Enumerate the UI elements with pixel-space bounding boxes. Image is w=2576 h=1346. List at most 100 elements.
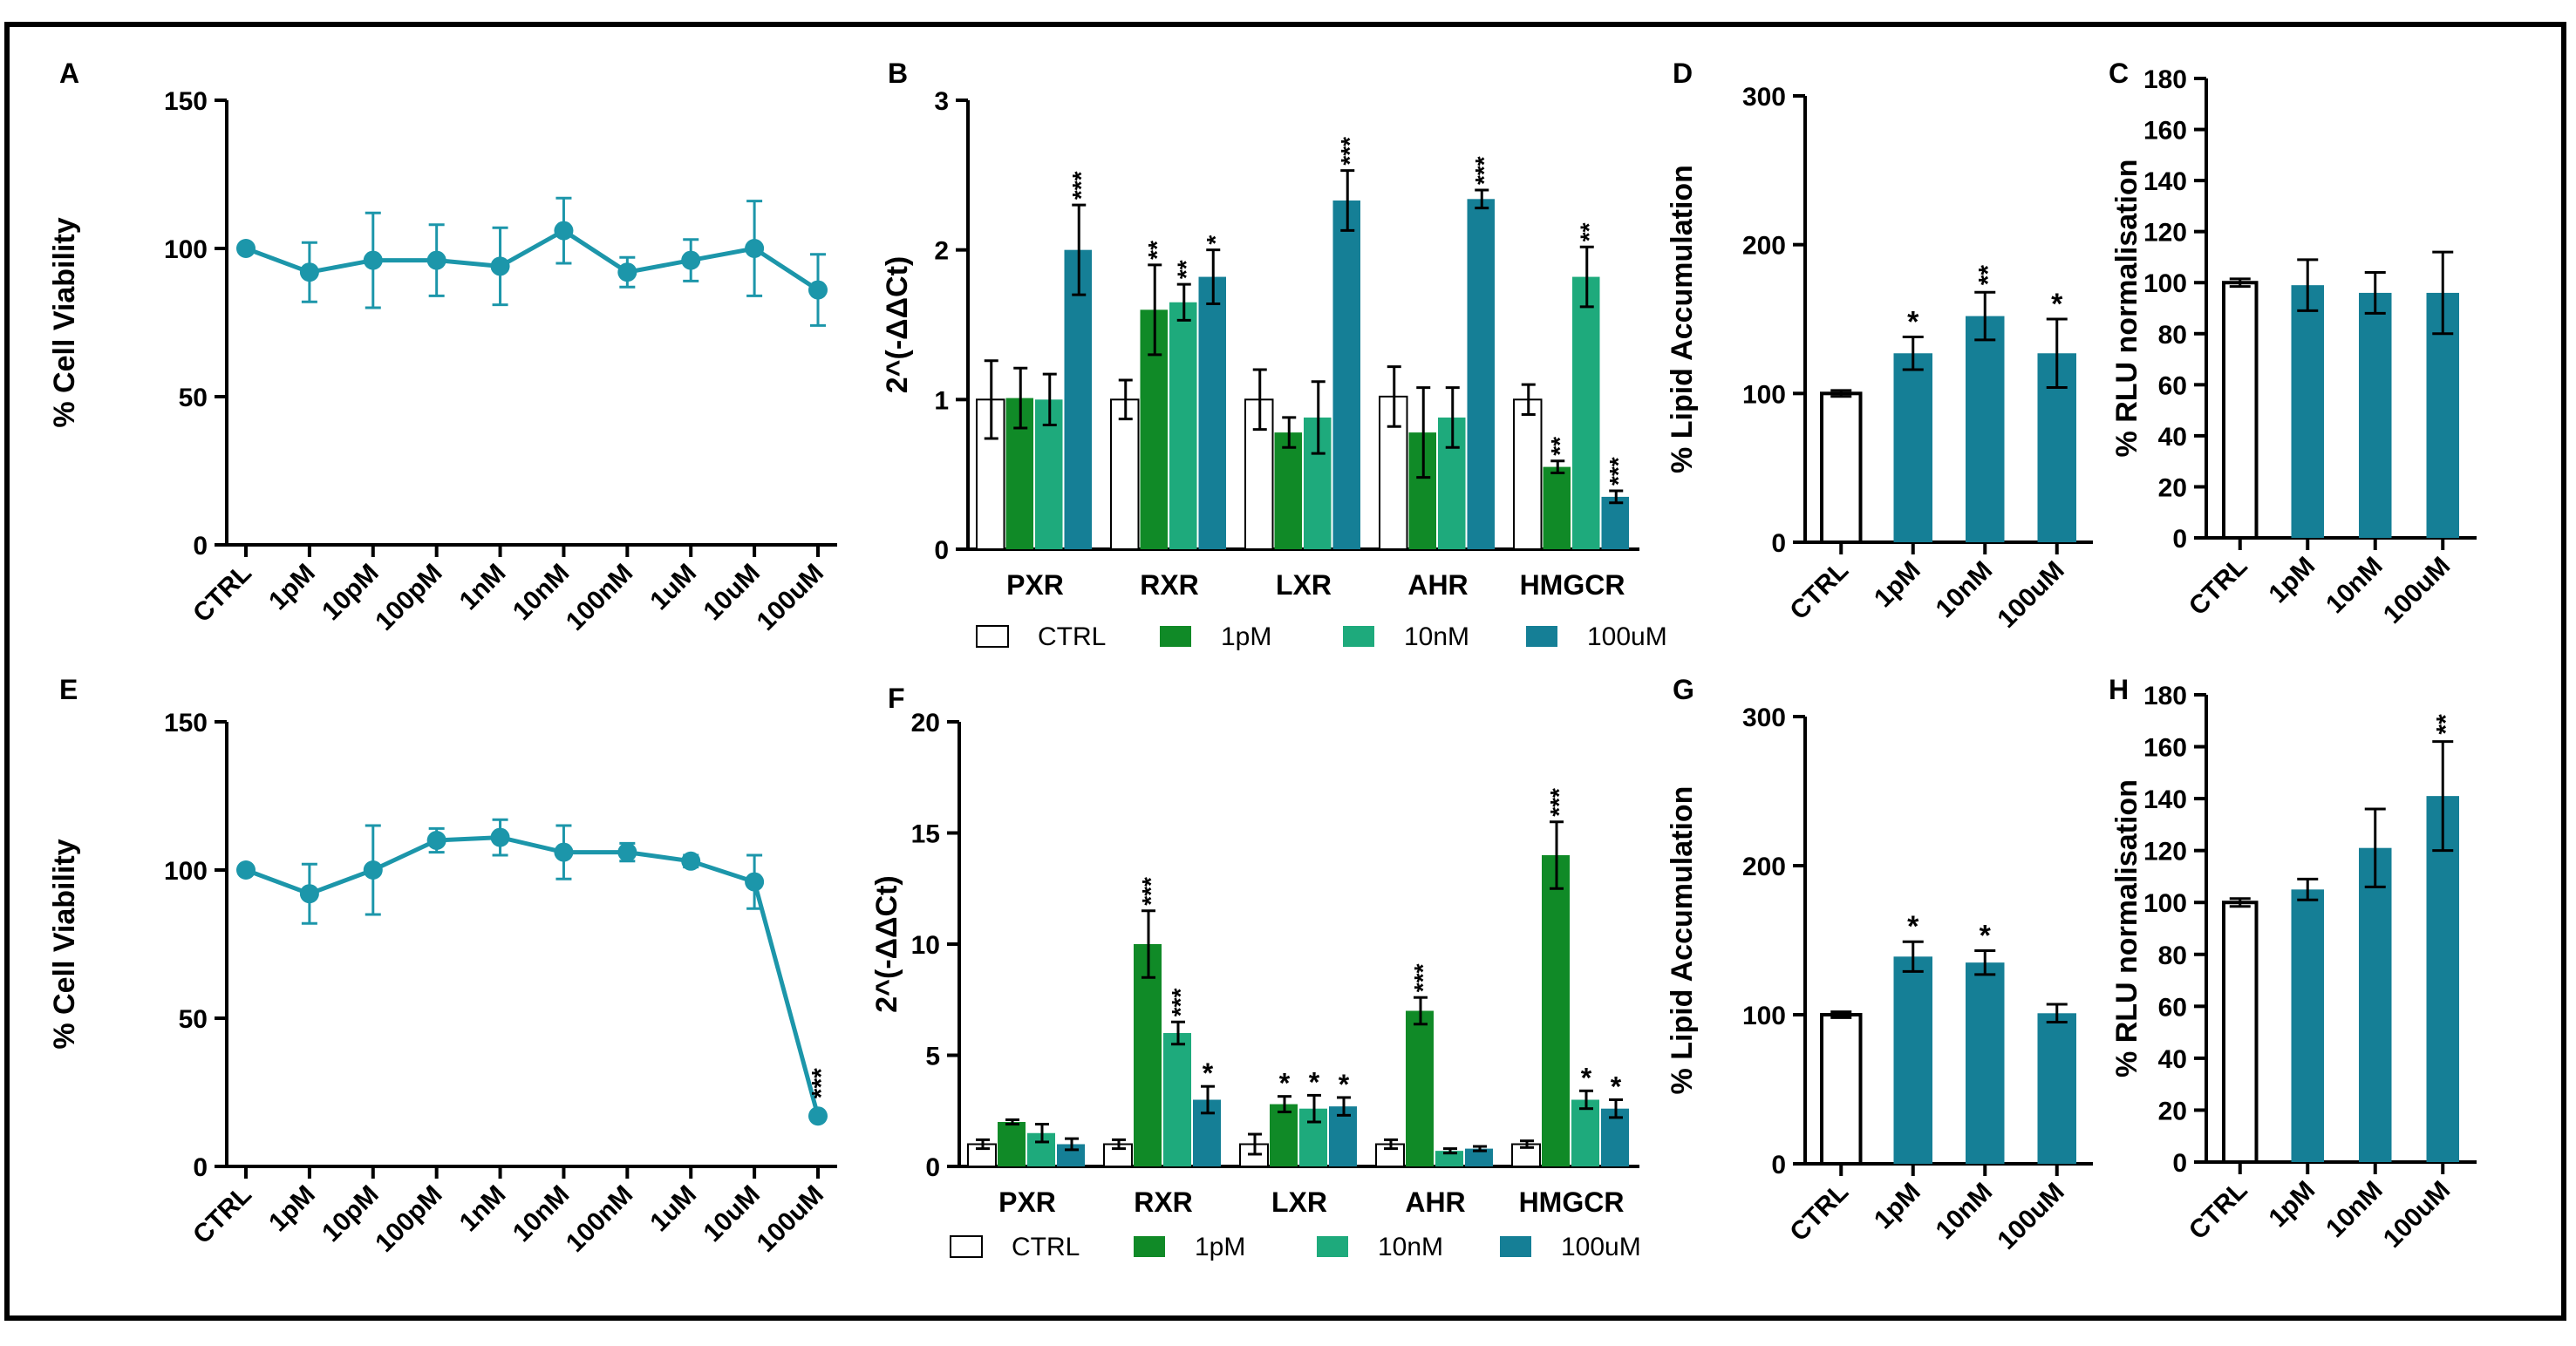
significance-stars: *** bbox=[1167, 988, 1194, 1016]
y-axis-title: % Lipid Accumulation bbox=[1666, 165, 1699, 473]
x-tick-label: AHR bbox=[1405, 1186, 1465, 1218]
data-point bbox=[808, 1106, 828, 1126]
legend-label: CTRL bbox=[1038, 622, 1106, 651]
bar bbox=[1893, 353, 1932, 542]
legends: CTRL 1pM 10nM 100uM CTRL 1pM 10nM 100uM bbox=[950, 622, 1667, 1261]
bar bbox=[1966, 962, 2005, 1164]
x-tick-label: 1uM bbox=[644, 1180, 702, 1238]
significance-stars: * bbox=[1339, 1069, 1350, 1100]
x-tick-label: 100uM bbox=[1992, 556, 2069, 634]
x-tick-label: 100uM bbox=[1992, 1178, 2069, 1255]
legend-swatch bbox=[1500, 1236, 1531, 1257]
bar bbox=[1435, 1151, 1463, 1166]
x-tick-label: LXR bbox=[1271, 1186, 1327, 1218]
data-point bbox=[426, 831, 446, 850]
y-tick-label: 200 bbox=[1742, 232, 1786, 261]
bar bbox=[1465, 1148, 1493, 1166]
legend-swatch bbox=[976, 625, 1009, 648]
significance-stars: ** bbox=[2432, 714, 2461, 735]
x-tick-label: CTRL bbox=[187, 559, 257, 629]
y-axis-title: 2^(-ΔΔCt) bbox=[881, 256, 914, 393]
x-tick-label: 100pM bbox=[370, 1180, 447, 1258]
y-tick-label: 80 bbox=[2158, 321, 2187, 350]
x-tick-label: 100uM bbox=[752, 1180, 829, 1258]
y-tick-label: 100 bbox=[1742, 380, 1786, 409]
y-tick-label: 0 bbox=[2172, 1149, 2187, 1178]
x-tick-label: PXR bbox=[1006, 569, 1064, 601]
significance-stars: *** bbox=[1067, 171, 1094, 200]
significance-stars: ** bbox=[1143, 241, 1170, 260]
significance-stars: ** bbox=[1576, 222, 1603, 241]
legend-label: 100uM bbox=[1561, 1233, 1641, 1261]
legend-swatch bbox=[1343, 626, 1374, 647]
x-tick-label: 100nM bbox=[561, 559, 638, 636]
data-point bbox=[808, 280, 828, 300]
significance-stars: * bbox=[2051, 288, 2063, 321]
y-tick-label: 100 bbox=[2143, 269, 2187, 298]
legend-swatch bbox=[1317, 1236, 1348, 1257]
y-tick-label: 300 bbox=[1742, 83, 1786, 112]
y-tick-label: 20 bbox=[2158, 473, 2187, 502]
series-line bbox=[245, 835, 821, 1117]
panel-c: 0 20 40 60 80 100 120 140 160 180 % RLU normalisat… bbox=[2109, 58, 2477, 629]
y-axis-title: % Cell Viability bbox=[48, 217, 81, 427]
significance-stars: * bbox=[1611, 1071, 1622, 1103]
y-tick-label: 20 bbox=[2158, 1097, 2187, 1125]
x-tick-label: HMGCR bbox=[1519, 1186, 1625, 1218]
y-tick-label: 150 bbox=[164, 709, 208, 738]
panel-letter: E bbox=[59, 674, 78, 705]
data-point bbox=[299, 884, 319, 904]
panel-letter: B bbox=[888, 58, 908, 89]
legend-swatch bbox=[1134, 1236, 1165, 1257]
y-tick-label: 160 bbox=[2143, 734, 2187, 763]
bar bbox=[2291, 889, 2324, 1162]
y-tick-label: 140 bbox=[2143, 785, 2187, 814]
panel-letter: H bbox=[2109, 674, 2129, 705]
y-axis-title: % RLU normalisation bbox=[2110, 779, 2143, 1077]
significance-stars: ** bbox=[1173, 260, 1200, 279]
panel-letter: D bbox=[1673, 58, 1693, 89]
y-tick-label: 150 bbox=[164, 87, 208, 116]
bar bbox=[998, 1122, 1026, 1166]
bar bbox=[1406, 1010, 1434, 1166]
significance-stars: * bbox=[1309, 1066, 1320, 1098]
data-point bbox=[681, 250, 701, 270]
y-tick-label: 180 bbox=[2143, 682, 2187, 710]
bar bbox=[2426, 796, 2459, 1162]
data-point bbox=[554, 842, 574, 862]
legend-label: 1pM bbox=[1195, 1233, 1245, 1261]
bar bbox=[1064, 249, 1092, 549]
y-axis-title: % Lipid Accumulation bbox=[1666, 786, 1699, 1095]
y-tick-label: 0 bbox=[2172, 525, 2187, 554]
bar bbox=[1270, 1104, 1298, 1166]
bar bbox=[1966, 316, 2005, 542]
y-tick-label: 140 bbox=[2143, 167, 2187, 196]
significance-stars: *** bbox=[1545, 788, 1572, 817]
x-tick-label: 1pM bbox=[1869, 556, 1926, 614]
panel-h: 0 20 40 60 80 100 120 140 160 180 % RLU normalisat… bbox=[2109, 674, 2477, 1254]
y-tick-label: 50 bbox=[179, 1005, 208, 1034]
legend-label: 10nM bbox=[1404, 622, 1469, 651]
bar bbox=[1332, 201, 1360, 549]
figure-frame bbox=[4, 22, 2566, 1321]
data-point bbox=[490, 827, 510, 847]
panel-d: 0 100 200 300 % Lipid Accumulation D CTRL 1pM * 1… bbox=[1666, 58, 2093, 634]
data-point bbox=[745, 239, 765, 258]
x-tick-label: 100pM bbox=[370, 559, 447, 636]
y-tick-label: 5 bbox=[925, 1043, 940, 1071]
x-tick-label: 1pM bbox=[263, 1180, 321, 1238]
y-tick-label: 0 bbox=[193, 1153, 208, 1182]
x-tick-label: LXR bbox=[1276, 569, 1332, 601]
legend-swatch bbox=[950, 1235, 983, 1258]
significance-stars: * bbox=[1203, 1057, 1214, 1089]
x-tick-label: 100nM bbox=[561, 1180, 638, 1258]
bar bbox=[1572, 276, 1600, 549]
bar bbox=[1467, 199, 1495, 550]
bar bbox=[2291, 285, 2324, 538]
y-tick-label: 60 bbox=[2158, 993, 2187, 1022]
y-tick-label: 0 bbox=[934, 536, 949, 565]
y-tick-label: 10 bbox=[911, 931, 940, 960]
